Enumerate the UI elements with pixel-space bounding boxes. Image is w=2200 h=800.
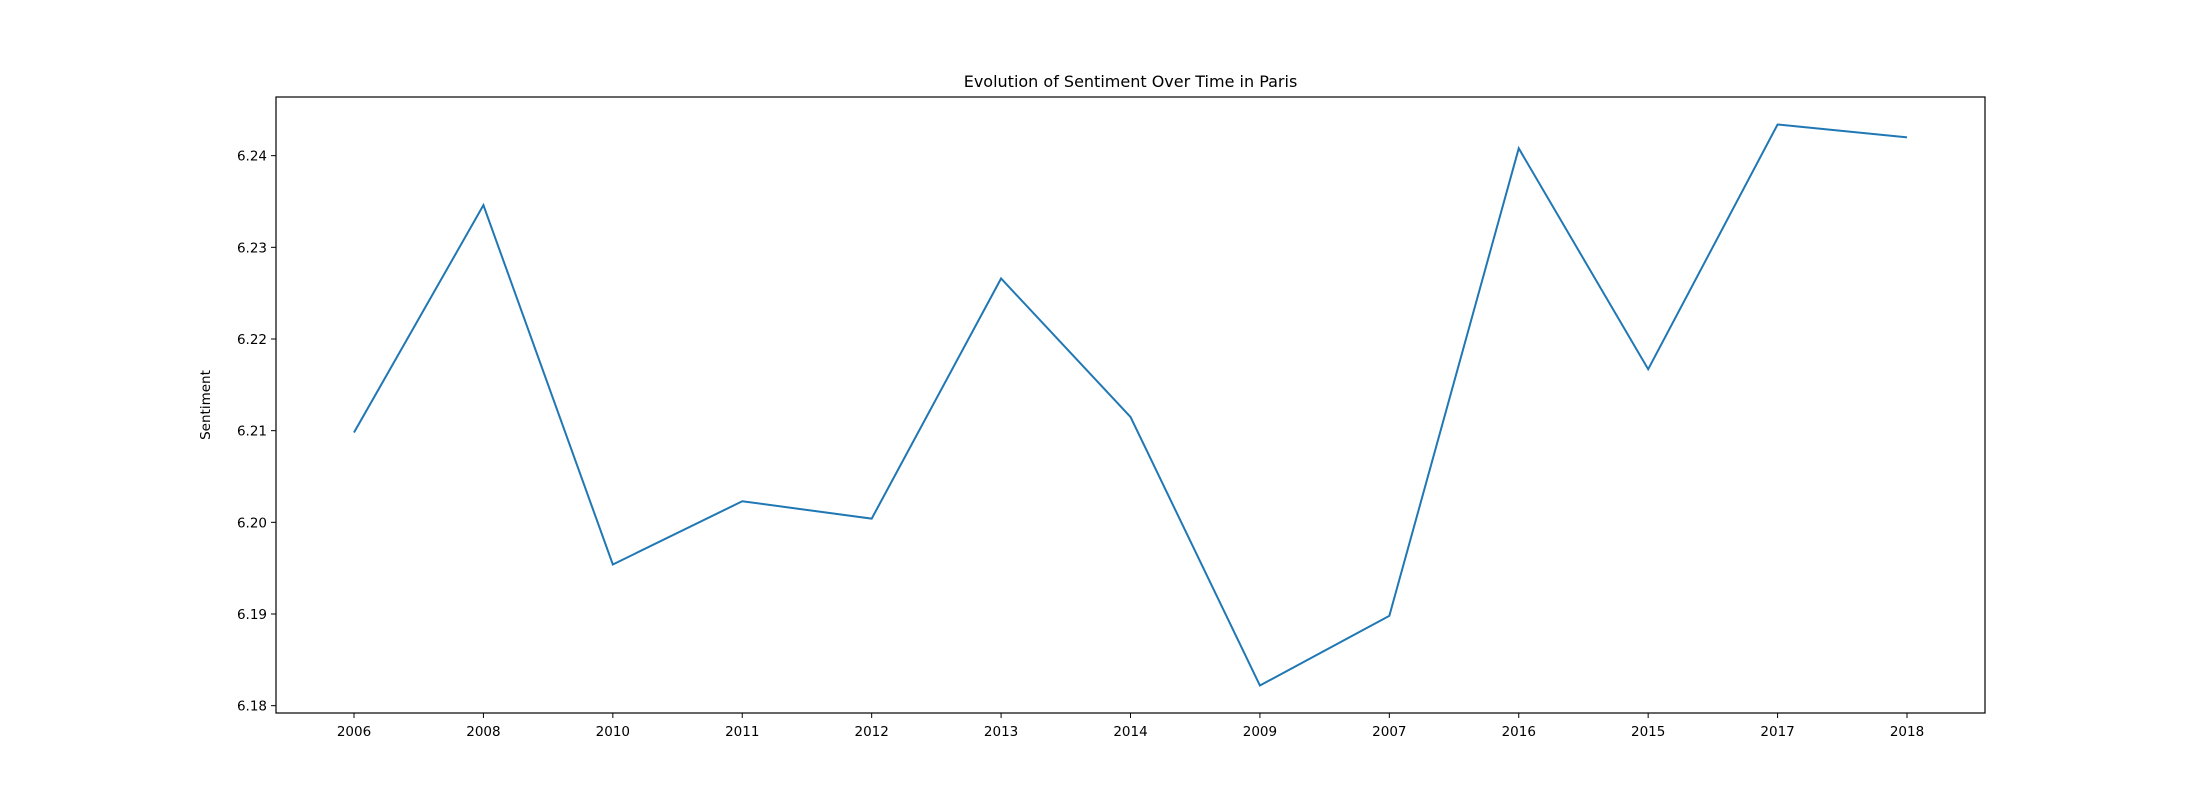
y-tick-label: 6.22: [237, 332, 267, 348]
y-axis-ticks: 6.18 6.19 6.20 6.21 6.22 6.23 6.24: [237, 149, 276, 715]
x-tick-label: 2008: [466, 724, 500, 740]
x-tick-label: 2016: [1502, 724, 1536, 740]
x-tick-label: 2007: [1372, 724, 1406, 740]
y-axis-label-group: Sentiment: [198, 370, 214, 440]
series-group: [353, 123, 1908, 687]
y-tick-label: 6.24: [237, 149, 267, 165]
x-tick-label: 2009: [1243, 724, 1277, 740]
y-tick-label: 6.23: [237, 240, 267, 256]
x-tick-label: 2015: [1631, 724, 1665, 740]
x-tick-label: 2013: [984, 724, 1018, 740]
y-tick-label: 6.19: [237, 607, 267, 623]
chart-title: Evolution of Sentiment Over Time in Pari…: [964, 72, 1298, 91]
x-tick-label: 2018: [1890, 724, 1924, 740]
x-tick-label: 2006: [337, 724, 371, 740]
x-tick-label: 2012: [854, 724, 888, 740]
y-tick-label: 6.20: [237, 515, 267, 531]
x-tick-label: 2014: [1113, 724, 1147, 740]
x-tick-label: 2010: [596, 724, 630, 740]
y-tick-label: 6.21: [237, 424, 267, 440]
y-axis-label: Sentiment: [198, 370, 214, 440]
plot-frame: [275, 96, 1986, 714]
y-tick-label: 6.18: [237, 699, 267, 715]
x-axis-ticks: 2006 2008 2010 2011 2012 2013 2014 2009 2007 2016…: [337, 713, 1924, 740]
x-tick-label: 2017: [1760, 724, 1794, 740]
x-tick-label: 2011: [725, 724, 759, 740]
